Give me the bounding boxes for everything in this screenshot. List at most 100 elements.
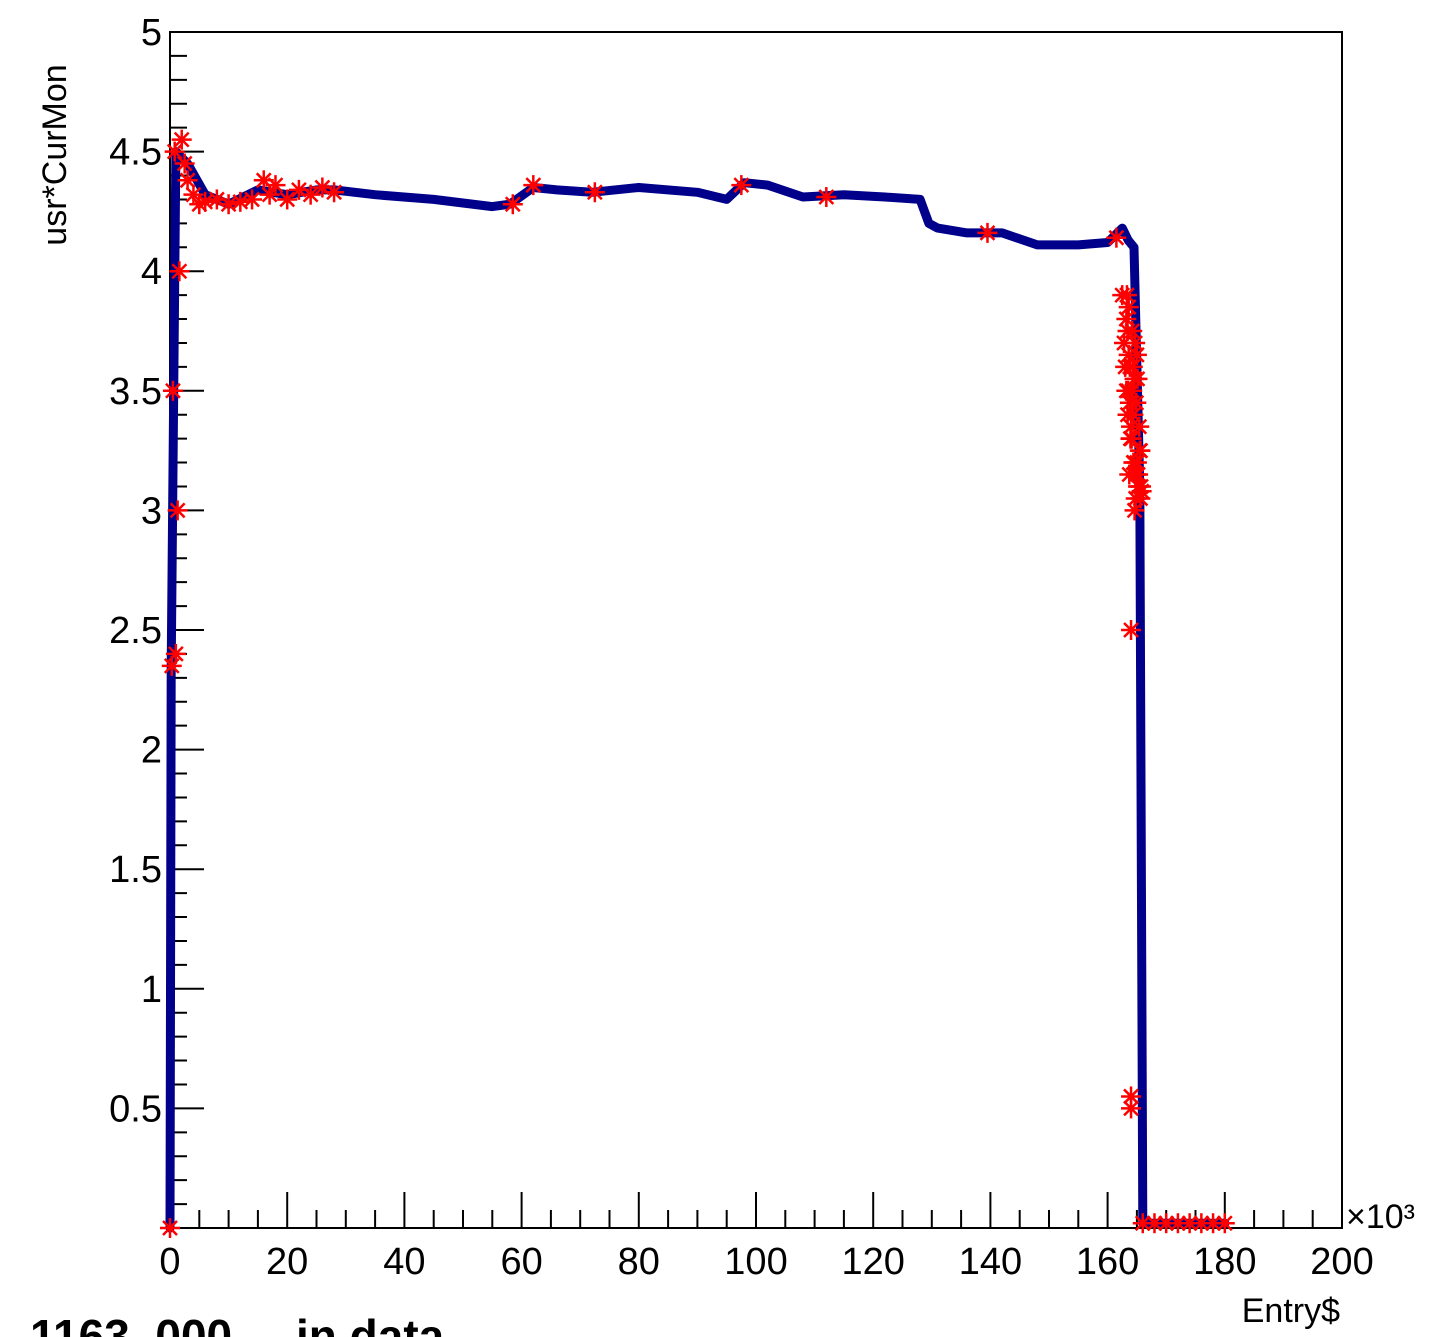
x-tick-label: 140: [959, 1241, 1022, 1283]
data-point-stroke: [586, 184, 603, 201]
data-point-stroke: [1134, 1215, 1151, 1232]
data-point-stroke: [1126, 454, 1142, 471]
data-point: [324, 182, 345, 203]
data-point-stroke: [1125, 406, 1142, 423]
data-point-stroke: [208, 191, 225, 208]
data-point-stroke: [525, 177, 542, 193]
data-point-stroke: [1146, 1215, 1163, 1232]
data-point-stroke: [979, 225, 996, 241]
data-point-stroke: [1123, 418, 1139, 435]
data-point: [1128, 464, 1149, 485]
labels-layer: 0 20 40 60 80 100 120 140 160 180 200 0.5 1 1.5 2 2.5 3 3…: [109, 12, 1374, 1283]
data-point-stroke: [1193, 1215, 1210, 1232]
x-tick-label: 80: [618, 1241, 660, 1283]
y-tick-label: 1.5: [109, 849, 162, 891]
data-point-stroke: [1120, 347, 1137, 363]
data-point-stroke: [173, 131, 190, 148]
data-point-stroke: [220, 196, 237, 213]
data-point: [1121, 416, 1142, 437]
y-tick-label: 5: [141, 12, 162, 54]
x-tick-label: 180: [1193, 1241, 1256, 1283]
data-point-stroke: [1122, 430, 1139, 447]
data-point: [1125, 488, 1146, 509]
data-point-stroke: [1124, 382, 1141, 399]
data-point-stroke: [1124, 358, 1141, 375]
y-tick-label: 0.5: [109, 1088, 162, 1130]
data-point-stroke: [1126, 502, 1143, 519]
x-tick-label: 160: [1076, 1241, 1139, 1283]
data-point-stroke: [171, 263, 188, 280]
data-point: [584, 182, 605, 203]
data-point: [1123, 404, 1144, 425]
chart-caption: 1163_000 ... in data: [30, 1310, 445, 1337]
data-point: [1116, 285, 1137, 306]
data-point-stroke: [1170, 1215, 1186, 1232]
data-point-stroke: [302, 186, 319, 203]
data-point: [218, 194, 239, 215]
data-point-stroke: [1123, 1100, 1139, 1117]
y-tick-label: 4: [141, 251, 162, 293]
x-tick-label: 20: [266, 1241, 308, 1283]
data-point: [523, 175, 544, 196]
data-point-stroke: [244, 191, 260, 208]
x-axis-title: Entry$: [1242, 1292, 1340, 1330]
data-point: [1214, 1213, 1235, 1234]
data-point-stroke: [279, 191, 296, 208]
x-tick-label: 200: [1310, 1241, 1373, 1283]
data-point-stroke: [162, 1220, 178, 1236]
data-point: [1122, 380, 1143, 401]
data-point-stroke: [179, 172, 196, 189]
data-point: [816, 187, 837, 208]
data-point: [1106, 227, 1127, 248]
x-multiplier-label: ×10³: [1346, 1198, 1415, 1236]
data-point-stroke: [1216, 1215, 1233, 1232]
data-point: [171, 129, 192, 150]
data-point-stroke: [1127, 335, 1144, 351]
data-point-stroke: [291, 181, 307, 198]
data-point-stroke: [1130, 466, 1146, 483]
data-point-stroke: [255, 172, 272, 189]
y-tick-label: 1: [141, 969, 162, 1011]
data-point-stroke: [176, 155, 193, 172]
y-axis-title: usr*CurMon: [36, 64, 74, 245]
data-point: [164, 141, 185, 162]
data-point-stroke: [197, 193, 214, 210]
data-point-stroke: [1108, 229, 1125, 246]
data-point: [1120, 428, 1141, 449]
data-point-stroke: [1205, 1215, 1221, 1232]
data-point: [174, 153, 195, 174]
x-tick-label: 120: [841, 1241, 904, 1283]
data-point-stroke: [1119, 287, 1135, 304]
data-point-stroke: [232, 193, 249, 210]
data-point: [277, 189, 298, 210]
data-point-stroke: [1127, 490, 1144, 507]
data-point: [165, 643, 186, 664]
data-point: [195, 191, 216, 212]
data-point: [1121, 620, 1142, 640]
data-point-stroke: [733, 177, 750, 193]
y-tick-label: 2.5: [109, 610, 162, 652]
data-point-stroke: [165, 382, 181, 399]
data-point: [502, 194, 523, 215]
data-point-stroke: [504, 196, 521, 213]
x-tick-label: 0: [159, 1241, 180, 1283]
data-point-stroke: [1181, 1215, 1198, 1232]
data-point: [160, 1218, 180, 1238]
data-point-stroke: [166, 143, 183, 160]
data-point: [169, 261, 190, 282]
data-point: [242, 189, 263, 210]
data-point: [731, 175, 752, 196]
data-point-stroke: [1123, 1088, 1139, 1105]
y-tick-label: 2: [141, 730, 162, 772]
data-point: [1125, 332, 1146, 353]
data-point: [1118, 344, 1139, 365]
x-tick-label: 100: [724, 1241, 787, 1283]
data-point: [167, 500, 188, 521]
x-tick-label: 60: [500, 1241, 542, 1283]
data-point: [977, 222, 998, 243]
data-point-stroke: [185, 186, 202, 203]
y-tick-label: 3: [141, 490, 162, 532]
data-point: [265, 175, 286, 196]
data-point-stroke: [1123, 622, 1139, 638]
